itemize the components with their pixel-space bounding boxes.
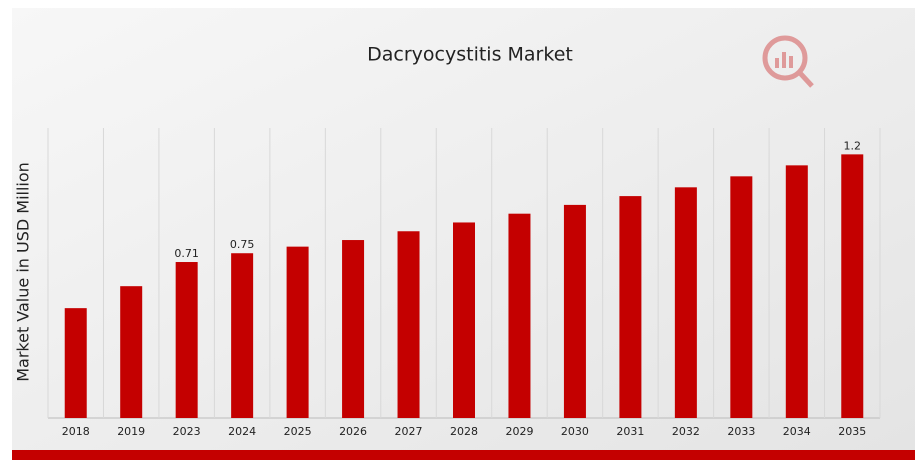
x-tick-label: 2029	[505, 425, 533, 438]
x-tick-label: 2024	[228, 425, 256, 438]
bar	[508, 213, 531, 418]
x-tick-label: 2019	[117, 425, 145, 438]
bar	[120, 286, 143, 418]
bar	[674, 187, 697, 418]
x-tick-label: 2023	[173, 425, 201, 438]
x-tick-label: 2027	[395, 425, 423, 438]
x-tick-label: 2028	[450, 425, 478, 438]
bar	[453, 222, 475, 418]
data-label: 1.2	[844, 139, 862, 152]
y-axis-label: Market Value in USD Million	[14, 162, 33, 382]
bar	[231, 253, 254, 418]
bar	[563, 204, 586, 418]
data-label: 0.71	[174, 247, 199, 260]
x-tick-label: 2032	[672, 425, 700, 438]
bar	[342, 240, 365, 418]
x-tick-label: 2035	[838, 425, 866, 438]
bar	[785, 165, 808, 418]
x-tick-label: 2033	[727, 425, 755, 438]
x-tick-label: 2031	[616, 425, 644, 438]
x-tick-label: 2026	[339, 425, 367, 438]
x-tick-label: 2034	[783, 425, 811, 438]
bar	[619, 196, 642, 418]
x-tick-label: 2030	[561, 425, 589, 438]
data-label: 0.75	[230, 238, 255, 251]
bar	[730, 176, 753, 418]
x-tick-label: 2018	[62, 425, 90, 438]
bar	[64, 308, 87, 418]
bar	[397, 231, 420, 418]
chart-title: Dacryocystitis Market	[367, 44, 573, 66]
bottom-band	[12, 450, 915, 460]
bar	[841, 154, 864, 418]
bar	[286, 246, 309, 418]
x-tick-label: 2025	[284, 425, 312, 438]
logo	[762, 35, 814, 88]
bar	[175, 262, 198, 418]
